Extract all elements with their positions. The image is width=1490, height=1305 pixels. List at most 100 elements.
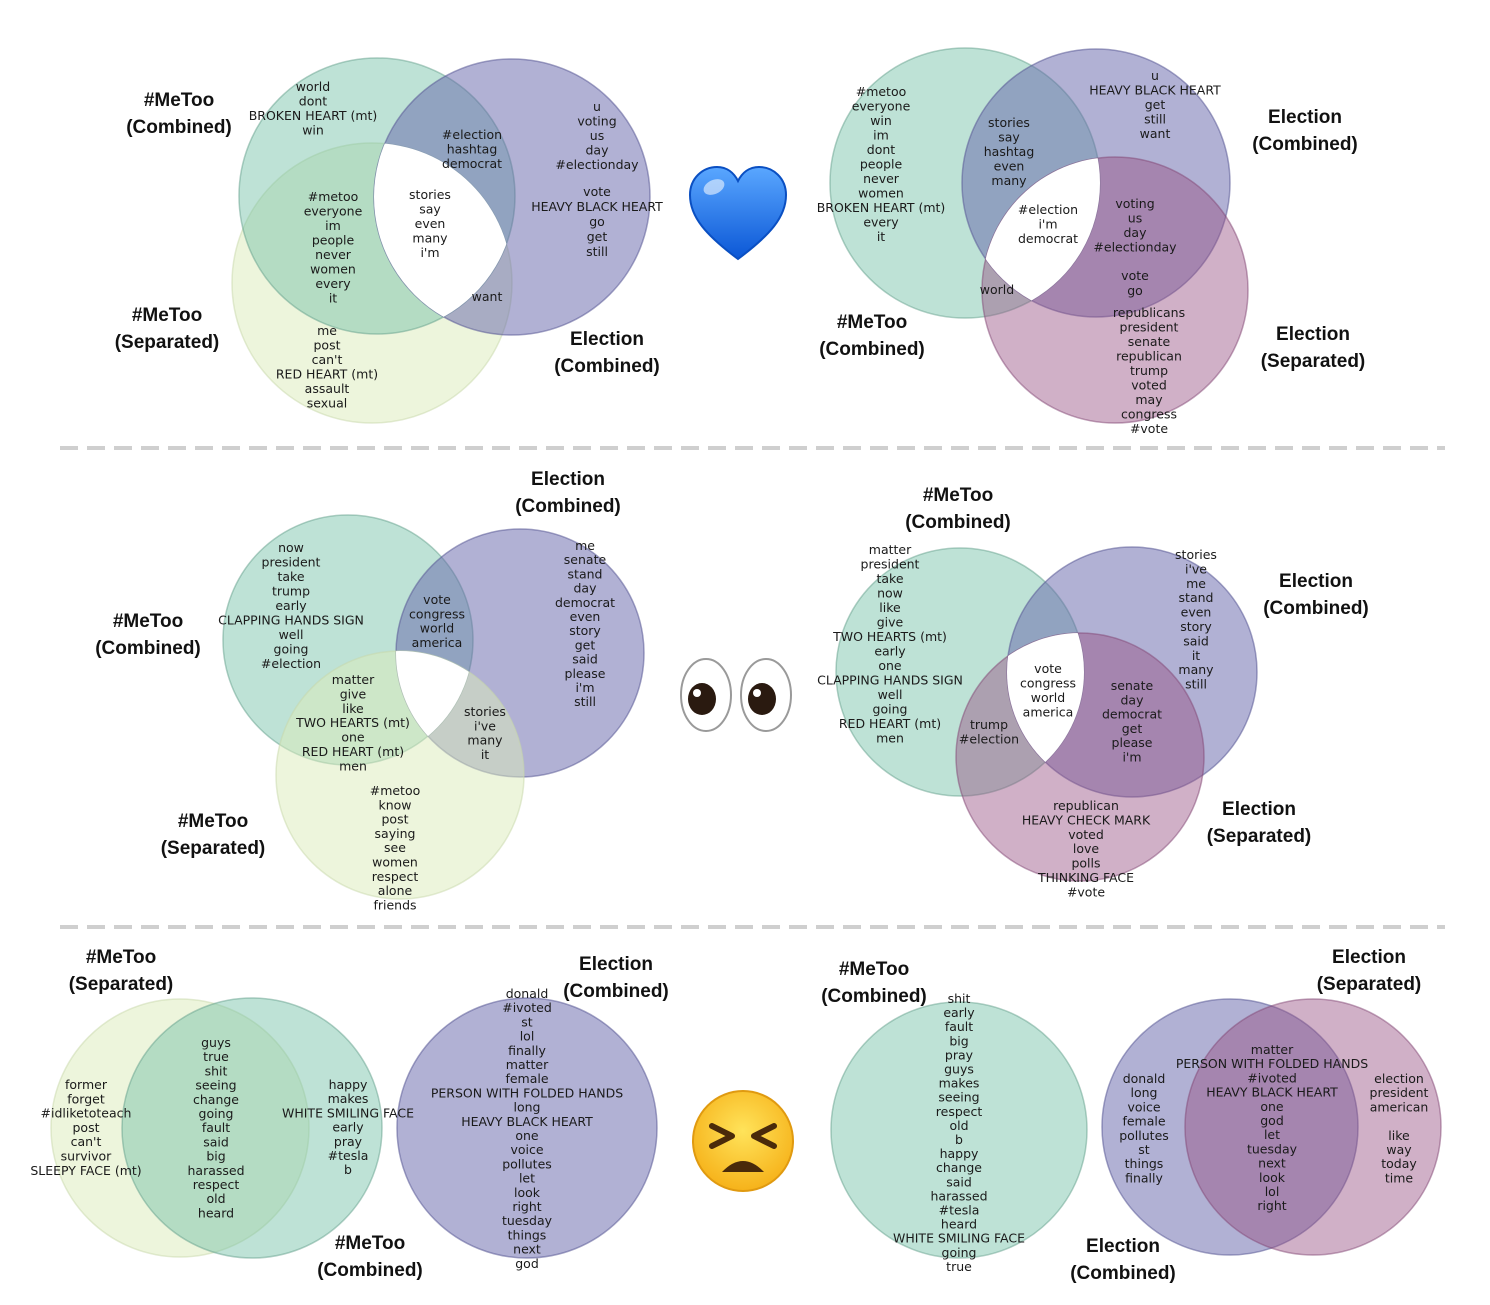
venn-word: never	[863, 171, 900, 186]
venn-word: even	[994, 159, 1025, 174]
venn-word: pollutes	[502, 1156, 552, 1171]
venn-word: me	[1186, 576, 1206, 591]
venn-word: know	[378, 797, 411, 812]
set-label: Election	[1276, 324, 1350, 345]
set-label: (Combined)	[819, 339, 925, 360]
venn-word: trump	[272, 584, 310, 599]
venn-word: president	[1370, 1085, 1429, 1100]
venn-word: let	[519, 1171, 535, 1186]
venn-word: things	[1125, 1156, 1164, 1171]
metoo-combined-circle	[121, 997, 383, 1259]
venn-word: one	[341, 730, 365, 745]
venn-word: love	[1073, 841, 1100, 856]
venn-word: democrat	[1102, 707, 1162, 722]
metoo-combined-circle	[830, 1001, 1088, 1259]
venn-word: post	[314, 338, 341, 353]
venn-word: TWO HEARTS (mt)	[295, 715, 410, 730]
set-label: Election	[579, 954, 653, 975]
venn-word: senate	[1128, 334, 1171, 349]
venn-word: every	[315, 276, 351, 291]
venn-word: former	[65, 1077, 108, 1092]
set-label: (Separated)	[1317, 974, 1422, 995]
election-separated-circle	[1184, 998, 1442, 1256]
venn-word: today	[1381, 1156, 1417, 1171]
set-label: (Combined)	[1070, 1263, 1176, 1284]
venn-word: voting	[577, 114, 616, 129]
venn-word: old	[206, 1191, 225, 1206]
venn-word: stories	[464, 704, 506, 719]
set-label: Election	[1279, 571, 1353, 592]
venn-word: congress	[409, 606, 465, 621]
set-label: #MeToo	[86, 947, 156, 968]
venn-word: day	[574, 581, 598, 596]
venn-word: please	[565, 666, 606, 681]
venn-word: us	[1128, 211, 1142, 226]
venn-word: election	[1374, 1071, 1424, 1086]
venn-word: like	[879, 600, 901, 615]
venn-word: heard	[941, 1217, 977, 1232]
venn-word: post	[382, 812, 409, 827]
venn-word: take	[876, 571, 903, 586]
set-label: (Combined)	[1263, 598, 1369, 619]
set-label: (Combined)	[1252, 134, 1358, 155]
venn-word: happy	[329, 1077, 368, 1092]
venn-word: world	[296, 79, 330, 94]
venn-word: respect	[193, 1177, 240, 1192]
set-label: Election	[1086, 1236, 1160, 1257]
venn-word: get	[1122, 721, 1143, 736]
venn-word: #ivoted	[502, 1000, 552, 1015]
triple-overlap-region	[982, 157, 1100, 317]
venn-word: said	[1183, 633, 1209, 648]
venn-word: lol	[520, 1029, 535, 1044]
venn-word: #tesla	[328, 1148, 369, 1163]
venn-word: st	[521, 1014, 533, 1029]
set-label: Election	[1332, 947, 1406, 968]
venn-word: vote	[583, 184, 611, 199]
venn-word: going	[199, 1106, 234, 1121]
triple-overlap-region	[374, 143, 512, 334]
venn-word: now	[278, 540, 304, 555]
venn-word: polls	[1071, 856, 1100, 871]
venn-word: long	[514, 1100, 541, 1115]
venn-word: going	[873, 702, 908, 717]
venn-word: go	[1127, 283, 1143, 298]
blue-heart-icon	[686, 163, 790, 263]
venn-word: time	[1385, 1170, 1414, 1185]
venn-word: tuesday	[502, 1213, 553, 1228]
venn-word: guys	[201, 1035, 231, 1050]
election-combined-circle	[1101, 998, 1359, 1256]
venn-word: right	[512, 1199, 541, 1214]
venn-word: sexual	[307, 396, 347, 411]
venn-word: harassed	[930, 1188, 987, 1203]
set-label: (Combined)	[515, 496, 621, 517]
venn-word: president	[1120, 320, 1179, 335]
venn-word: dont	[299, 94, 328, 109]
set-label: (Separated)	[1207, 826, 1312, 847]
venn-word: #election	[1018, 202, 1078, 217]
venn-word: many	[991, 173, 1027, 188]
venn-word: republican	[1053, 798, 1119, 813]
venn-word: want	[1140, 126, 1171, 141]
venn-word: now	[877, 586, 903, 601]
set-label: #MeToo	[178, 811, 248, 832]
venn-word: congress	[1121, 407, 1177, 422]
venn-panel-2: #metooeveryonewinimdontpeopleneverwomenB…	[817, 47, 1365, 436]
venn-word: see	[384, 840, 406, 855]
venn-word: stand	[1179, 590, 1214, 605]
venn-word: fault	[945, 1019, 973, 1034]
venn-word: #metoo	[856, 84, 907, 99]
venn-word: many	[1178, 662, 1214, 677]
venn-word: PERSON WITH FOLDED HANDS	[431, 1085, 623, 1100]
venn-word: forget	[67, 1091, 105, 1106]
venn-word: finally	[1125, 1170, 1163, 1185]
set-label: (Combined)	[905, 512, 1011, 533]
venn-word: vote	[1121, 268, 1149, 283]
venn-word: president	[861, 557, 920, 572]
venn-word: heard	[198, 1205, 234, 1220]
venn-word: true	[946, 1259, 972, 1274]
venn-word: world	[980, 282, 1014, 297]
venn-word: PERSON WITH FOLDED HANDS	[1176, 1056, 1368, 1071]
venn-word: right	[1257, 1198, 1286, 1213]
venn-word: democrat	[1018, 231, 1078, 246]
